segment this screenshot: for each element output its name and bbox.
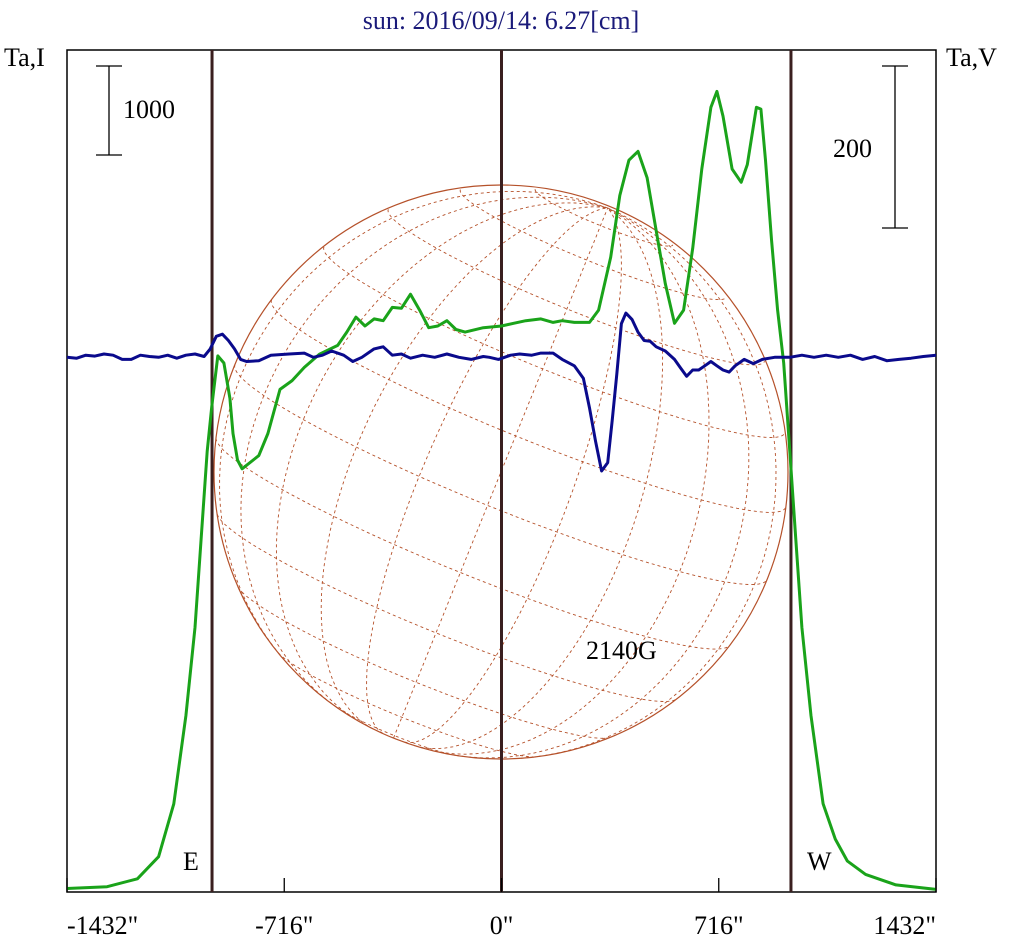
left-axis-label: Ta,I: [4, 43, 45, 72]
solar-disk: [213, 184, 789, 760]
latitude-line-1: [278, 652, 536, 758]
right-scale-bar: [882, 65, 908, 229]
x-tick-label-4: 1432": [873, 911, 936, 940]
latitude-line-9: [459, 189, 727, 301]
latitude-line-4: [215, 438, 730, 650]
longitude-line-13: [275, 202, 608, 720]
field-strength-annotation: 2140G: [586, 636, 657, 665]
right-scale-bar-label: 200: [833, 134, 872, 163]
west-limb-label: W: [807, 847, 832, 876]
x-tick-label-1: -716": [255, 911, 313, 940]
longitude-line-12: [240, 196, 608, 708]
series-layer: [66, 89, 937, 891]
polarization-series-line: [66, 311, 937, 473]
longitude-line-18: [414, 207, 664, 750]
right-axis-label: Ta,V: [946, 43, 997, 72]
limb-lines: [210, 50, 793, 892]
x-tick-label-0: -1432": [67, 911, 138, 940]
x-tick-label-2: 0": [490, 911, 514, 940]
intensity-series-line: [66, 89, 937, 891]
longitude-line-15: [366, 207, 608, 734]
left-scale-bar-label: 1000: [123, 95, 175, 124]
longitude-line-11: [219, 190, 608, 665]
longitude-line-21: [521, 207, 777, 759]
left-scale-bar: [96, 65, 122, 156]
east-limb-label: E: [183, 847, 199, 876]
x-axis: -1432" -716" 0" 716" 1432": [66, 878, 937, 940]
latitude-line-5: [234, 364, 768, 586]
longitude-line-17: [404, 207, 622, 744]
latitude-line-2: [237, 587, 610, 739]
latitude-line-7: [323, 246, 786, 438]
longitude-line-14: [320, 206, 608, 730]
longitude-line-19: [433, 207, 710, 755]
x-tick-label-3: 716": [694, 911, 744, 940]
latitude-line-3: [216, 514, 676, 702]
chart-title: sun: 2016/09/14: 6.27[cm]: [363, 6, 640, 35]
heliographic-grid: [215, 189, 786, 759]
latitude-line-8: [387, 209, 765, 366]
